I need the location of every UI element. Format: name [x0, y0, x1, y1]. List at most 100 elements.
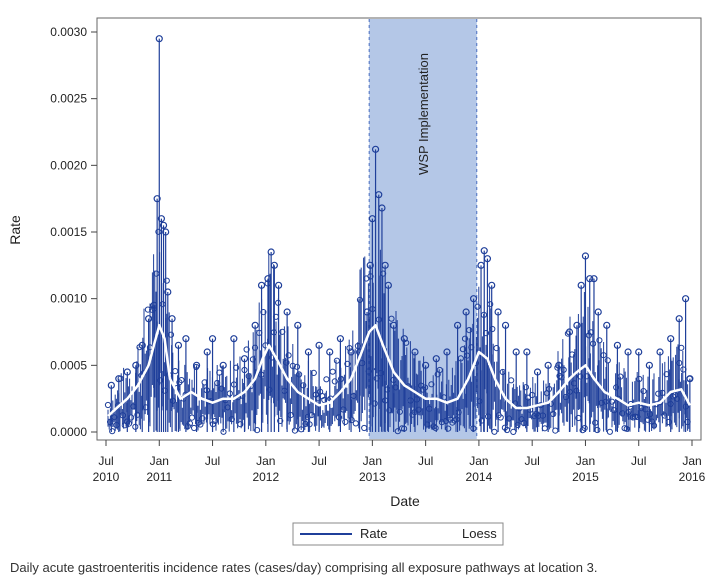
- rate-marker: [436, 366, 443, 374]
- rate-marker: [438, 419, 445, 426]
- x-tick-label-month: Jan: [469, 454, 488, 468]
- rate-point: [432, 355, 440, 363]
- x-tick-label-month: Jan: [576, 454, 595, 468]
- rate-point: [462, 308, 470, 316]
- x-tick-label-month: Jul: [525, 454, 540, 468]
- axis-layer: 0.0000 0.0005 0.0010 0.0015 0.0020 0.0025 0.00…: [50, 25, 705, 484]
- rate-point: [422, 361, 430, 369]
- rate-point: [454, 321, 462, 329]
- rate-marker: [188, 414, 196, 421]
- rate-point: [603, 321, 611, 329]
- rate-marker: [642, 406, 649, 413]
- rate-marker: [277, 417, 284, 424]
- rate-point: [138, 341, 146, 349]
- rate-marker: [346, 345, 353, 352]
- rate-point: [192, 361, 201, 369]
- rate-point: [375, 191, 383, 199]
- rate-marker: [550, 410, 557, 418]
- rate-marker: [338, 375, 345, 383]
- rate-marker: [619, 410, 626, 417]
- rate-marker: [613, 384, 620, 391]
- rate-marker: [581, 425, 588, 432]
- rate-marker: [545, 385, 553, 393]
- rate-marker: [608, 398, 616, 405]
- rate-marker: [489, 325, 496, 333]
- rate-point: [411, 348, 419, 356]
- rate-marker: [167, 331, 175, 338]
- rate-marker: [279, 328, 286, 335]
- rate-marker: [665, 418, 672, 426]
- rate-point: [240, 355, 249, 363]
- x-tick-label-year: 2012: [252, 470, 279, 484]
- x-tick-label-month: Jul: [631, 454, 646, 468]
- rate-marker: [577, 373, 584, 380]
- x-tick-label-year: 2013: [359, 470, 386, 484]
- rate-point: [270, 261, 278, 269]
- rate-marker: [562, 393, 569, 401]
- rate-marker: [386, 407, 393, 414]
- figure-caption: Daily acute gastroenteritis incidence ra…: [10, 560, 598, 575]
- rate-point: [294, 321, 302, 329]
- rate-marker: [245, 373, 252, 380]
- rate-marker: [170, 397, 177, 404]
- rate-marker: [445, 425, 452, 432]
- rate-marker: [344, 360, 351, 367]
- rate-point: [174, 341, 183, 349]
- rate-point: [378, 204, 386, 212]
- rate-point: [159, 221, 168, 229]
- rate-marker: [541, 425, 548, 432]
- rate-marker: [373, 375, 380, 382]
- y-tick-label: 0.0000: [50, 425, 87, 439]
- rate-marker: [306, 421, 313, 428]
- rate-marker: [461, 335, 469, 342]
- rate-point: [656, 348, 664, 356]
- rate-point: [512, 348, 520, 356]
- rate-point: [366, 261, 374, 269]
- rate-marker: [506, 415, 513, 422]
- loess-line: [107, 324, 692, 417]
- rate-point: [182, 335, 190, 343]
- rate-marker: [254, 427, 261, 434]
- rate-marker: [590, 340, 597, 347]
- rate-point: [283, 308, 291, 316]
- rate-point: [686, 375, 694, 383]
- rate-marker: [522, 384, 530, 391]
- rate-marker: [661, 412, 668, 419]
- x-tick-label-month: Jul: [418, 454, 433, 468]
- rate-marker: [342, 418, 349, 425]
- rate-marker: [119, 412, 126, 419]
- rate-point: [164, 288, 172, 296]
- x-tick-label-year: 2014: [466, 470, 493, 484]
- rate-marker: [596, 337, 603, 344]
- rate-marker: [214, 379, 221, 387]
- x-tick-label-month: Jan: [150, 454, 169, 468]
- rate-point: [275, 281, 283, 289]
- rate-marker: [602, 398, 609, 405]
- rate-marker: [365, 368, 372, 375]
- x-tick-label-month: Jul: [98, 454, 113, 468]
- rate-point: [208, 335, 217, 343]
- y-tick-label: 0.0015: [50, 225, 87, 239]
- rate-marker: [356, 296, 364, 303]
- rate-marker: [424, 421, 431, 428]
- rate-point: [533, 368, 542, 376]
- rate-point: [667, 335, 675, 343]
- rate-point: [488, 281, 496, 289]
- rate-marker: [300, 382, 307, 389]
- rate-point: [115, 375, 123, 383]
- legend-box: [292, 522, 504, 546]
- rate-marker: [564, 330, 572, 337]
- y-tick-label: 0.0010: [50, 292, 87, 306]
- rate-point: [162, 228, 170, 236]
- rate-marker: [323, 376, 330, 383]
- rate-point: [315, 341, 323, 349]
- rate-point: [347, 348, 355, 356]
- rate-marker: [432, 425, 439, 432]
- rate-marker: [476, 398, 483, 405]
- rate-point: [594, 308, 602, 316]
- rate-point: [390, 321, 398, 329]
- y-tick-label: 0.0025: [50, 92, 87, 106]
- rate-point: [304, 348, 313, 356]
- rate-marker: [163, 277, 170, 284]
- rate-marker: [415, 406, 422, 413]
